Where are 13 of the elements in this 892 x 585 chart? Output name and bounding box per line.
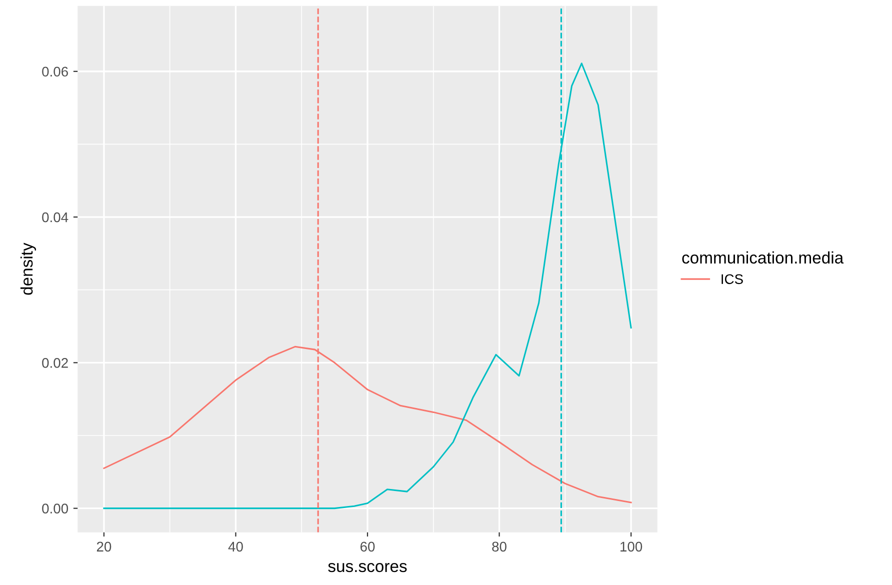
x-tick-label: 20 xyxy=(96,542,112,552)
y-tick-label: 0.04 xyxy=(42,212,68,222)
x-tick-label: 80 xyxy=(492,542,506,552)
legend-title: communication.media xyxy=(682,251,844,264)
y-tick-label: 0.00 xyxy=(42,504,68,514)
legend-label: ICS xyxy=(722,274,743,284)
y-tick-label: 0.06 xyxy=(42,66,68,77)
y-tick-label: 0.02 xyxy=(42,358,68,368)
x-tick-label: 100 xyxy=(620,542,642,552)
y-axis-title: density xyxy=(20,242,36,295)
x-tick-label: 60 xyxy=(360,542,375,552)
x-tick-label: 40 xyxy=(228,542,243,552)
x-axis-title: sus.scores xyxy=(328,562,407,572)
